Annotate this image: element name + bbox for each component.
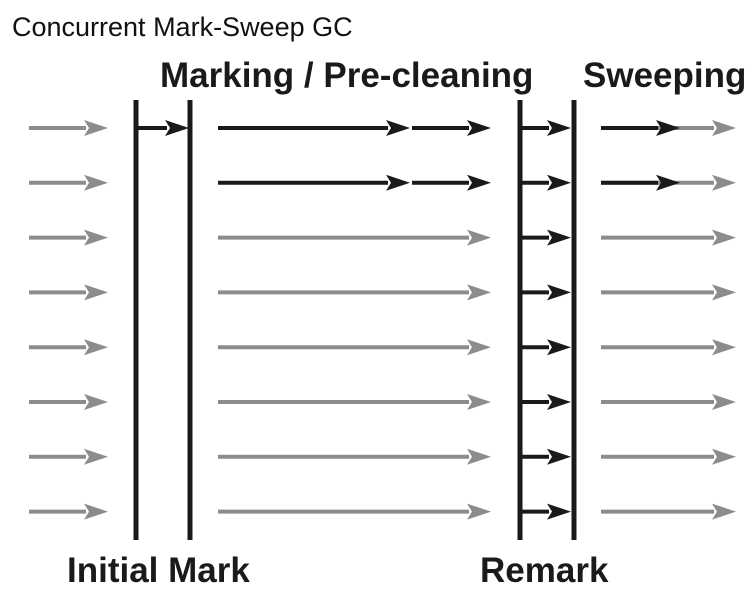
app-thread-arrow bbox=[29, 339, 108, 356]
app-thread-arrow bbox=[218, 284, 491, 301]
app-thread-arrow bbox=[218, 503, 491, 520]
marking-thread-arrow bbox=[218, 174, 410, 191]
app-thread-arrow bbox=[218, 394, 491, 410]
precleaning-thread-arrow bbox=[412, 120, 491, 136]
initial-mark-thread-arrow bbox=[136, 120, 189, 136]
app-thread-arrow bbox=[601, 448, 736, 465]
remark-thread-arrow bbox=[520, 448, 571, 465]
app-thread-arrow bbox=[601, 394, 736, 410]
phase-label-initial-mark: Initial Mark bbox=[67, 551, 250, 590]
remark-thread-arrow bbox=[520, 120, 571, 136]
remark-thread-arrow bbox=[520, 503, 571, 520]
app-thread-arrow bbox=[601, 339, 736, 356]
app-thread-arrow bbox=[29, 284, 108, 301]
remark-thread-arrow bbox=[520, 174, 571, 191]
remark-thread-arrow bbox=[520, 229, 571, 246]
diagram-title: Concurrent Mark-Sweep GC bbox=[12, 12, 353, 42]
remark-thread-arrow bbox=[520, 394, 571, 410]
precleaning-thread-arrow bbox=[412, 174, 491, 191]
app-thread-arrow bbox=[601, 229, 736, 246]
remark-thread-arrow bbox=[520, 284, 571, 301]
sweeping-thread-arrow bbox=[601, 174, 680, 191]
app-thread-arrow bbox=[29, 503, 108, 520]
app-thread-arrow bbox=[29, 229, 108, 246]
app-thread-arrow bbox=[29, 394, 108, 410]
app-thread-arrow bbox=[601, 503, 736, 520]
app-thread-arrow bbox=[218, 339, 491, 356]
app-thread-arrow bbox=[29, 448, 108, 465]
phase-label-remark: Remark bbox=[480, 551, 609, 590]
app-thread-arrow bbox=[601, 284, 736, 301]
app-thread-arrow bbox=[218, 448, 491, 465]
marking-thread-arrow bbox=[218, 120, 410, 136]
remark-thread-arrow bbox=[520, 339, 571, 356]
app-thread-arrow bbox=[218, 229, 491, 246]
phase-label-sweeping: Sweeping bbox=[583, 56, 747, 95]
sweeping-thread-arrow bbox=[601, 120, 680, 136]
app-thread-arrow bbox=[29, 174, 108, 191]
app-thread-arrow bbox=[29, 120, 108, 136]
phase-label-marking: Marking / Pre-cleaning bbox=[160, 56, 534, 95]
